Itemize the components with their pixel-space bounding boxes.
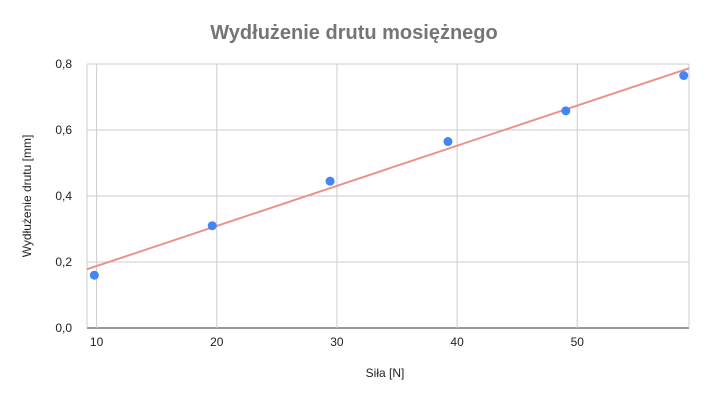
tick-labels: 0,0 0,2 0,4 0,6 0,8 10 20 30 40 50 [55,57,584,349]
data-point [561,106,571,116]
data-point [89,270,99,280]
data-points [89,71,689,280]
y-tick-label: 0,2 [55,255,72,269]
data-point [325,176,335,186]
y-tick-label: 0,6 [55,123,72,137]
y-tick-label: 0,8 [55,57,72,71]
x-tick-label: 40 [450,335,464,349]
trendline-group [86,67,690,271]
x-axis-label: Siła [N] [366,366,405,380]
y-tick-label: 0,0 [55,321,72,335]
x-tick-label: 20 [210,335,224,349]
x-tick-label: 50 [571,335,585,349]
chart-title: Wydłużenie drutu mosiężnego [210,22,497,44]
y-axis-label: Wydłużenie drutu [mm] [20,135,34,258]
x-tick-label: 30 [330,335,344,349]
trendline [86,67,690,271]
y-tick-label: 0,4 [55,189,72,203]
data-point [679,71,689,81]
x-tick-label: 10 [90,335,104,349]
data-point [207,221,217,231]
grid [86,63,690,329]
data-point [443,137,453,147]
